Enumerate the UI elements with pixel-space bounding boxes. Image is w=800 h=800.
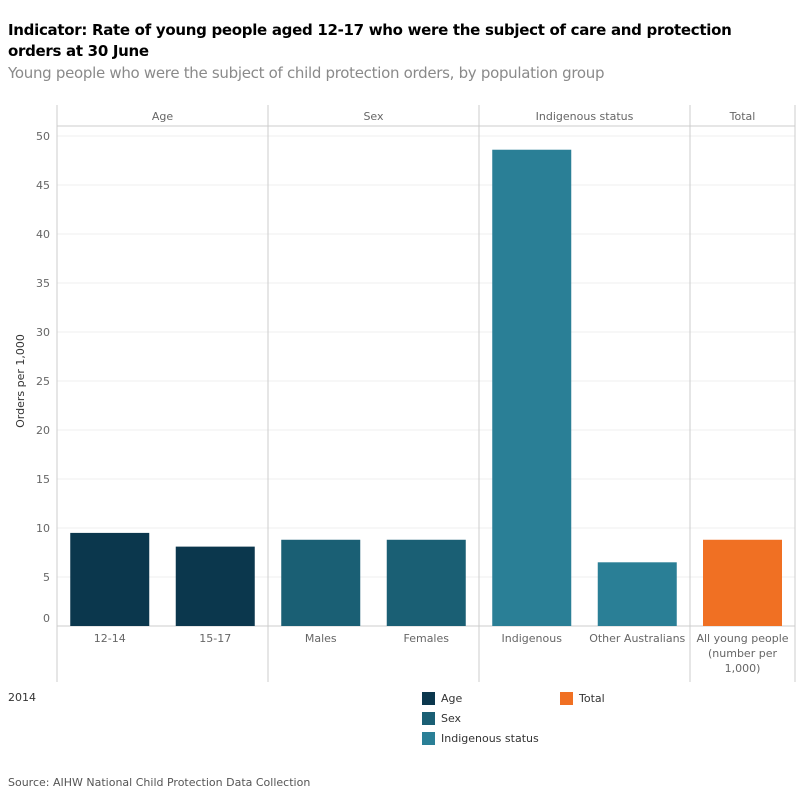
bar	[703, 539, 782, 626]
legend-swatch	[422, 732, 435, 745]
legend-item-indigenous-status[interactable]: Indigenous status	[422, 732, 539, 745]
legend-swatch	[560, 692, 573, 705]
y-tick-label: 30	[36, 326, 50, 339]
legend-item-total[interactable]: Total	[560, 692, 605, 705]
bar	[175, 546, 255, 626]
panel-header: Total	[729, 110, 756, 123]
legend-swatch	[422, 692, 435, 705]
legend-label: Indigenous status	[441, 732, 539, 745]
legend-item-sex[interactable]: Sex	[422, 712, 461, 725]
x-tick-label: Indigenous	[502, 632, 563, 645]
y-tick-label: 50	[36, 130, 50, 143]
bar	[281, 539, 361, 626]
bar	[70, 532, 150, 626]
legend-label: Age	[441, 692, 463, 705]
y-tick-label: 25	[36, 375, 50, 388]
chart-subtitle: Young people who were the subject of chi…	[8, 64, 605, 82]
chart-title: Indicator: Rate of young people aged 12-…	[8, 21, 732, 60]
y-tick-label: 10	[36, 522, 50, 535]
bar	[492, 149, 572, 626]
x-tick-label: Males	[305, 632, 337, 645]
y-tick-label: 15	[36, 473, 50, 486]
y-tick-label: 20	[36, 424, 50, 437]
legend-item-age[interactable]: Age	[422, 692, 462, 705]
legend-label: Total	[579, 692, 605, 705]
x-tick-label: All young people (number per 1,000)	[696, 632, 788, 675]
x-tick-label: 12-14	[94, 632, 126, 645]
bar	[597, 562, 677, 626]
y-axis-title: Orders per 1,000	[14, 334, 27, 428]
year-label: 2014	[8, 691, 36, 704]
x-tick-label: Other Australians	[589, 632, 685, 645]
x-tick-label: Females	[403, 632, 449, 645]
y-tick-label: 40	[36, 228, 50, 241]
source-note: Source: AIHW National Child Protection D…	[8, 776, 311, 789]
x-tick-label: 15-17	[199, 632, 231, 645]
panel-header: Indigenous status	[536, 110, 634, 123]
y-tick-label: 35	[36, 277, 50, 290]
y-tick-label: 0	[43, 612, 50, 625]
bar	[386, 539, 466, 626]
panel-header: Sex	[363, 110, 384, 123]
legend-label: Sex	[441, 712, 462, 725]
legend-swatch	[422, 712, 435, 725]
y-tick-label: 45	[36, 179, 50, 192]
panel-header: Age	[152, 110, 174, 123]
y-tick-label: 5	[43, 571, 50, 584]
